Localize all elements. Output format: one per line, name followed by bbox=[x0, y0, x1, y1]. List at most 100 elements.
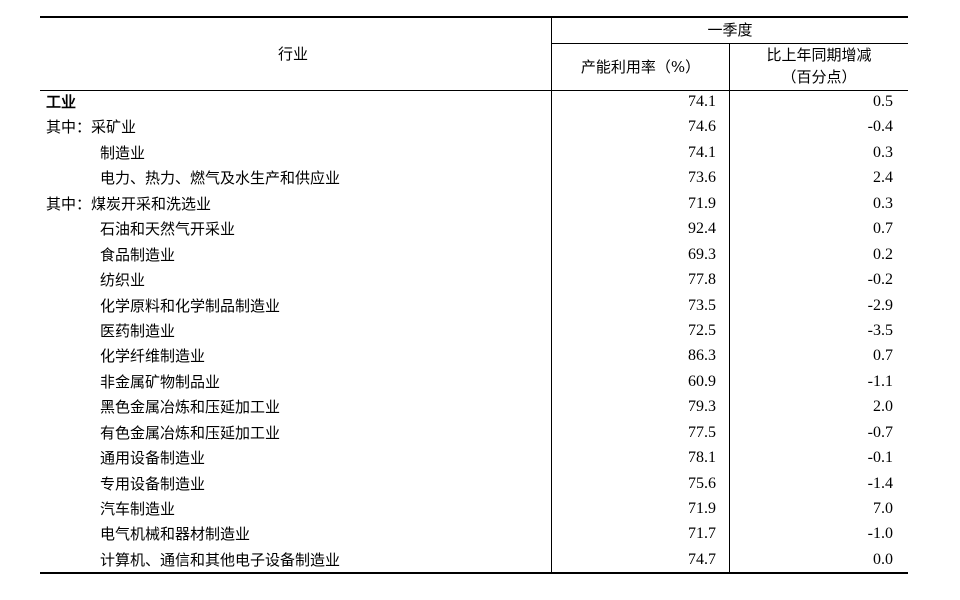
yoy-change-cell: 0.3 bbox=[873, 194, 893, 212]
utilization-rate-cell: 79.3 bbox=[688, 398, 716, 416]
industry-label: 食品制造业 bbox=[100, 245, 176, 264]
column-divider-1 bbox=[551, 18, 552, 572]
utilization-rate-cell: 92.4 bbox=[688, 220, 716, 238]
yoy-change-cell: -0.2 bbox=[867, 271, 893, 289]
utilization-rate-cell: 69.3 bbox=[688, 245, 716, 263]
industry-label: 医药制造业 bbox=[100, 321, 176, 340]
industry-label: 化学原料和化学制品制造业 bbox=[100, 296, 281, 315]
industry-label: 非金属矿物制品业 bbox=[100, 372, 221, 391]
industry-name: 电力、热力、燃气及水生产和供应业 bbox=[100, 168, 340, 188]
table-row: 化学纤维制造业 86.3 0.7 bbox=[40, 344, 908, 369]
yoy-change-cell: 0.0 bbox=[873, 550, 893, 568]
industry-label: 计算机、通信和其他电子设备制造业 bbox=[100, 550, 341, 569]
prefix-label: 其中： bbox=[46, 194, 92, 213]
industry-label: 电力、热力、燃气及水生产和供应业 bbox=[100, 169, 341, 188]
header-utilization-rate: 产能利用率（%） bbox=[580, 58, 701, 76]
industry-label: 采矿业 bbox=[91, 118, 137, 137]
table-row: 计算机、通信和其他电子设备制造业 74.7 0.0 bbox=[40, 548, 908, 573]
table-bottom-rule bbox=[40, 572, 908, 574]
header-bottom-rule bbox=[40, 90, 908, 91]
yoy-change-cell: -0.4 bbox=[867, 118, 893, 136]
industry-name: 制造业 bbox=[100, 143, 145, 163]
table-row: 电力、热力、燃气及水生产和供应业 73.6 2.4 bbox=[40, 166, 908, 191]
industry-name: 有色金属冶炼和压延加工业 bbox=[100, 423, 280, 443]
industry-label: 煤炭开采和洗选业 bbox=[91, 194, 212, 213]
utilization-rate-cell: 60.9 bbox=[688, 372, 716, 390]
industry-label: 专用设备制造业 bbox=[100, 474, 206, 493]
utilization-rate-cell: 72.5 bbox=[688, 321, 716, 339]
utilization-rate-cell: 77.5 bbox=[688, 423, 716, 441]
table-row: 电气机械和器材制造业 71.7 -1.0 bbox=[40, 522, 908, 547]
table-row: 医药制造业 72.5 -3.5 bbox=[40, 319, 908, 344]
table-row: 纺织业 77.8 -0.2 bbox=[40, 268, 908, 293]
industry-name: 医药制造业 bbox=[100, 321, 175, 341]
yoy-change-cell: -1.0 bbox=[867, 525, 893, 543]
table-row: 化学原料和化学制品制造业 73.5 -2.9 bbox=[40, 294, 908, 319]
yoy-change-cell: 0.5 bbox=[873, 93, 893, 110]
industry-label: 工业 bbox=[46, 93, 77, 111]
industry-name: 化学原料和化学制品制造业 bbox=[100, 296, 280, 316]
yoy-change-cell: -0.1 bbox=[867, 449, 893, 467]
header-yoy-change: 比上年同期增减 bbox=[766, 46, 872, 64]
utilization-rate-cell: 74.7 bbox=[688, 550, 716, 568]
industry-label: 汽车制造业 bbox=[100, 500, 176, 519]
table-row: 食品制造业 69.3 0.2 bbox=[40, 243, 908, 268]
industry-label: 通用设备制造业 bbox=[100, 449, 206, 468]
column-divider-2 bbox=[729, 44, 730, 572]
yoy-change-cell: -3.5 bbox=[867, 321, 893, 339]
industry-name: 专用设备制造业 bbox=[100, 474, 205, 494]
industry-name: 化学纤维制造业 bbox=[100, 346, 205, 366]
table-row: 专用设备制造业 75.6 -1.4 bbox=[40, 472, 908, 497]
industry-name: 其中：采矿业 bbox=[46, 117, 136, 137]
industry-name: 汽车制造业 bbox=[100, 499, 175, 519]
period-header-rule bbox=[551, 43, 908, 44]
table-row: 制造业 74.1 0.3 bbox=[40, 141, 908, 166]
industry-label: 电气机械和器材制造业 bbox=[100, 525, 251, 544]
utilization-rate-cell: 73.5 bbox=[688, 296, 716, 314]
utilization-rate-cell: 71.9 bbox=[688, 194, 716, 212]
utilization-rate-cell: 86.3 bbox=[688, 347, 716, 365]
table-row: 有色金属冶炼和压延加工业 77.5 -0.7 bbox=[40, 421, 908, 446]
utilization-rate-cell: 74.6 bbox=[688, 118, 716, 136]
industry-name: 纺织业 bbox=[100, 270, 145, 290]
table-row: 非金属矿物制品业 60.9 -1.1 bbox=[40, 370, 908, 395]
table-top-rule bbox=[40, 16, 908, 18]
utilization-rate-cell: 74.1 bbox=[688, 93, 716, 110]
header-industry: 行业 bbox=[278, 45, 309, 63]
yoy-change-cell: 2.4 bbox=[873, 169, 893, 187]
yoy-change-cell: 0.3 bbox=[873, 143, 893, 161]
yoy-change-cell: 0.7 bbox=[873, 347, 893, 365]
industry-label: 黑色金属冶炼和压延加工业 bbox=[100, 398, 281, 417]
industry-name: 工业 bbox=[46, 92, 76, 112]
table-row: 工业 74.1 0.5 bbox=[40, 90, 908, 115]
industry-name: 石油和天然气开采业 bbox=[100, 219, 235, 239]
industry-name: 通用设备制造业 bbox=[100, 448, 205, 468]
yoy-change-cell: -0.7 bbox=[867, 423, 893, 441]
industry-name: 其中：煤炭开采和洗选业 bbox=[46, 194, 211, 214]
industry-label: 纺织业 bbox=[100, 271, 146, 290]
industry-name: 非金属矿物制品业 bbox=[100, 372, 220, 392]
industry-name: 食品制造业 bbox=[100, 245, 175, 265]
utilization-rate-cell: 75.6 bbox=[688, 474, 716, 492]
industry-label: 石油和天然气开采业 bbox=[100, 220, 236, 239]
industry-name: 计算机、通信和其他电子设备制造业 bbox=[100, 550, 340, 570]
industry-label: 有色金属冶炼和压延加工业 bbox=[100, 423, 281, 442]
utilization-rate-cell: 71.9 bbox=[688, 500, 716, 518]
header-period: 一季度 bbox=[707, 21, 753, 39]
yoy-change-cell: 0.2 bbox=[873, 245, 893, 263]
industry-name: 电气机械和器材制造业 bbox=[100, 524, 250, 544]
utilization-rate-cell: 77.8 bbox=[688, 271, 716, 289]
prefix-label: 其中： bbox=[46, 118, 92, 137]
industry-label: 制造业 bbox=[100, 143, 146, 162]
utilization-rate-cell: 73.6 bbox=[688, 169, 716, 187]
utilization-rate-cell: 78.1 bbox=[688, 449, 716, 467]
header-yoy-unit: （百分点） bbox=[781, 68, 857, 86]
table-row: 其中：采矿业 74.6 -0.4 bbox=[40, 115, 908, 140]
utilization-rate-cell: 74.1 bbox=[688, 143, 716, 161]
table-row: 汽车制造业 71.9 7.0 bbox=[40, 497, 908, 522]
yoy-change-cell: -1.4 bbox=[867, 474, 893, 492]
table-row: 通用设备制造业 78.1 -0.1 bbox=[40, 446, 908, 471]
table-row: 黑色金属冶炼和压延加工业 79.3 2.0 bbox=[40, 395, 908, 420]
yoy-change-cell: 2.0 bbox=[873, 398, 893, 416]
yoy-change-cell: -2.9 bbox=[867, 296, 893, 314]
